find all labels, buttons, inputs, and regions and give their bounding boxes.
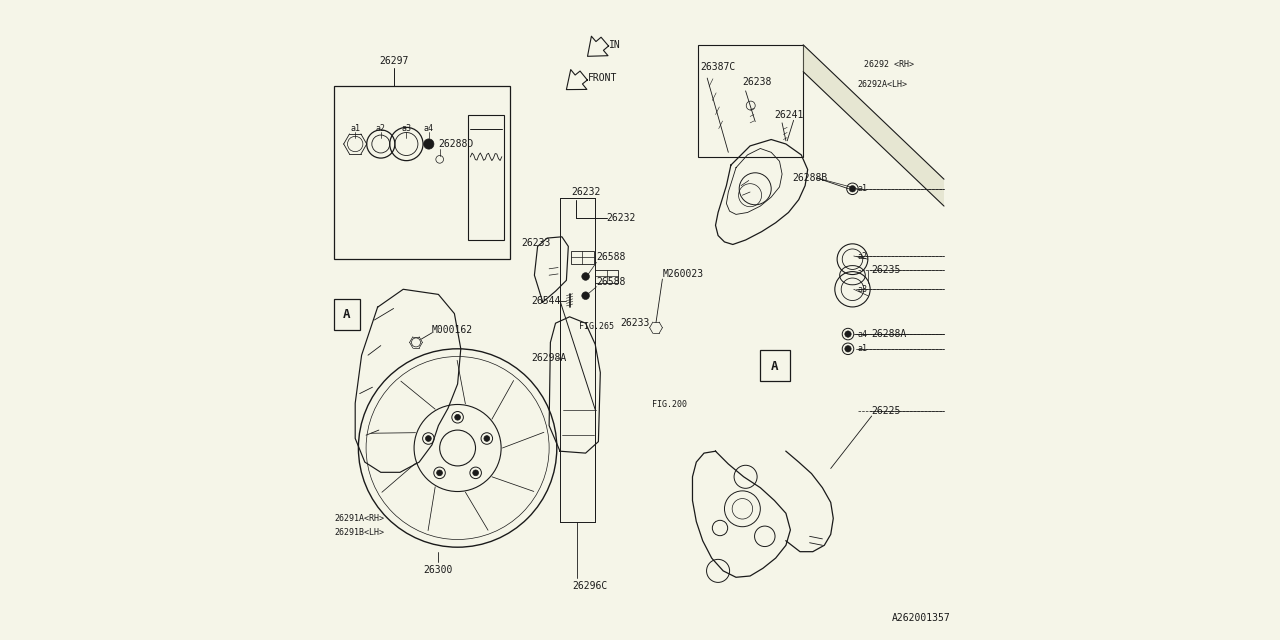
Text: 26292A<LH>: 26292A<LH> [858,80,908,89]
Text: A: A [772,360,778,372]
Text: 26235: 26235 [872,265,901,275]
Bar [334,86,509,259]
Text: 26588: 26588 [596,252,626,262]
Circle shape [850,186,856,192]
Bar [760,350,790,381]
Circle shape [424,139,434,149]
Text: 26232: 26232 [571,187,600,197]
Text: 26225: 26225 [872,406,901,416]
Circle shape [581,292,589,300]
Circle shape [845,331,851,337]
Circle shape [436,470,443,476]
Text: A262001357: A262001357 [892,612,951,623]
Circle shape [484,436,490,442]
Circle shape [454,415,461,420]
Text: FRONT: FRONT [588,73,617,83]
Text: a2: a2 [858,252,868,260]
Text: 26292 <RH>: 26292 <RH> [864,60,914,68]
Text: 26588: 26588 [596,276,626,287]
Text: 26232: 26232 [607,212,636,223]
Circle shape [581,273,589,280]
Text: 26298A: 26298A [531,353,567,364]
Bar [468,115,504,240]
Text: IN: IN [609,40,621,50]
Text: a4: a4 [858,330,868,339]
Text: 26544: 26544 [531,296,561,306]
Text: A: A [343,308,351,321]
Text: 26233: 26233 [621,318,650,328]
Text: 26233: 26233 [522,238,550,248]
Text: a2: a2 [376,124,385,132]
Text: 26288A: 26288A [872,329,908,339]
Text: M000162: M000162 [433,324,474,335]
Text: 26291B<LH>: 26291B<LH> [334,528,384,537]
Text: a1: a1 [858,184,868,193]
Text: 26297: 26297 [379,56,408,66]
Bar [571,251,594,264]
Text: a3: a3 [402,124,411,132]
Text: FIG.200: FIG.200 [652,400,686,409]
Circle shape [472,470,479,476]
Bar [595,270,618,283]
Text: M260023: M260023 [663,269,704,279]
Text: a3: a3 [858,285,868,294]
Text: 26241: 26241 [774,110,804,120]
Polygon shape [804,45,945,206]
Text: a4: a4 [424,124,434,132]
Text: 26238: 26238 [742,77,772,87]
Text: 26296C: 26296C [572,580,608,591]
Circle shape [425,436,431,442]
Text: 26291A<RH>: 26291A<RH> [334,514,384,523]
Text: 26288B: 26288B [792,173,828,183]
Text: 26300: 26300 [424,564,453,575]
Text: 26387C: 26387C [701,62,736,72]
Bar [334,299,360,330]
Text: 26288D: 26288D [438,139,474,149]
Bar [698,45,804,157]
Text: FIG.265: FIG.265 [580,322,614,331]
Circle shape [845,346,851,352]
Text: a1: a1 [858,344,868,353]
Text: a1: a1 [351,124,360,132]
